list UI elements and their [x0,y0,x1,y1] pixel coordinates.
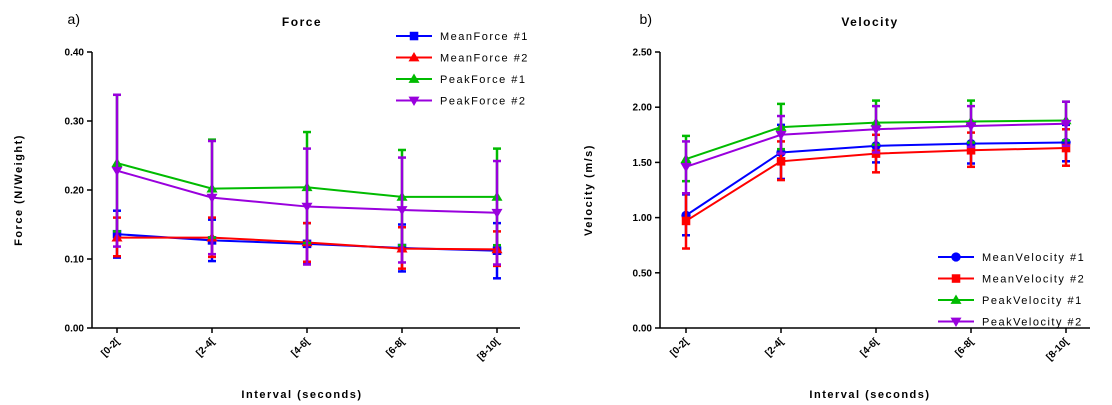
data-point [396,206,408,216]
data-point [965,122,977,132]
legend-entry: PeakForce #2 [396,96,526,108]
data-point [1060,119,1072,130]
legend-label: MeanVelocity #1 [982,252,1085,264]
data-point [870,125,882,135]
y-tick-label: 1.00 [633,213,653,224]
legend-label: PeakForce #1 [440,74,526,86]
legend-marker [408,96,420,106]
data-point [680,162,692,173]
x-tick-label: [4-6[ [289,336,312,359]
legend-marker [950,294,962,304]
x-axis-title: Interval (seconds) [241,389,362,401]
legend-label: PeakForce #2 [440,96,526,108]
x-tick-label: [2-4[ [763,336,786,359]
legend-label: MeanVelocity #2 [982,274,1085,286]
x-tick-label: [0-2[ [99,336,122,359]
legend-entry: MeanForce #2 [396,52,529,65]
legend-entry: PeakVelocity #1 [938,294,1083,307]
data-point [491,208,503,219]
y-tick-label: 0.40 [65,48,85,59]
y-tick-label: 2.50 [633,48,653,59]
legend-marker [408,52,420,62]
legend-label: MeanForce #2 [440,53,529,65]
data-point [301,202,313,213]
legend-entry: PeakForce #1 [396,73,526,86]
chart-title: Velocity [841,15,898,29]
x-tick-label: [2-4[ [194,336,217,359]
data-point [1061,143,1071,153]
y-tick-label: 1.50 [633,158,653,169]
data-point [775,130,787,141]
x-tick-label: [0-2[ [668,336,691,359]
legend-marker [951,252,961,262]
x-tick-label: [6-8[ [384,336,407,359]
y-tick-label: 0.50 [633,268,653,279]
x-tick-label: [8-10[ [1044,336,1071,363]
data-point [206,193,218,204]
data-point [111,166,123,177]
legend-marker [950,317,962,327]
y-tick-label: 0.10 [65,255,85,266]
panel-label: b) [640,11,652,27]
x-tick-label: [8-10[ [475,336,502,363]
legend-entry: MeanForce #1 [396,31,529,43]
chart-panel-2: b) Velocity 0.00 0.50 1.00 1.50 2.00 2.50 [0-2[ [… [583,11,1090,401]
y-tick-label: 0.00 [65,324,85,335]
y-axis-title: Velocity (m/s) [583,144,595,236]
x-axis-title: Interval (seconds) [809,389,930,401]
y-tick-label: 0.30 [65,117,85,128]
legend-entry: MeanVelocity #1 [938,252,1085,264]
x-tick-label: [4-6[ [858,336,881,359]
legend-marker [409,31,419,41]
legend-marker [951,274,961,283]
chart-panel-1: a) Force 0.00 0.10 0.20 0.30 0.40 [0-2[ [2-4[ [4-… [13,11,529,401]
data-point [681,216,691,226]
legend-marker [408,73,420,83]
panel-label: a) [68,11,80,27]
y-tick-label: 0.20 [65,186,85,197]
y-tick-label: 0.00 [633,324,653,335]
x-tick-label: [6-8[ [953,336,976,359]
legend-label: MeanForce #1 [440,31,529,43]
legend-label: PeakVelocity #1 [982,295,1083,307]
data-point [966,146,976,155]
legend-label: PeakVelocity #2 [982,317,1083,329]
y-tick-label: 2.00 [633,103,653,114]
series-4 [111,93,503,266]
series-4 [680,100,1072,195]
data-point [776,157,786,166]
legend-entry: PeakVelocity #2 [938,317,1083,329]
y-axis-title: Force (N/Weight) [13,134,25,246]
chart-title: Force [282,15,322,29]
legend-entry: MeanVelocity #2 [938,274,1085,286]
